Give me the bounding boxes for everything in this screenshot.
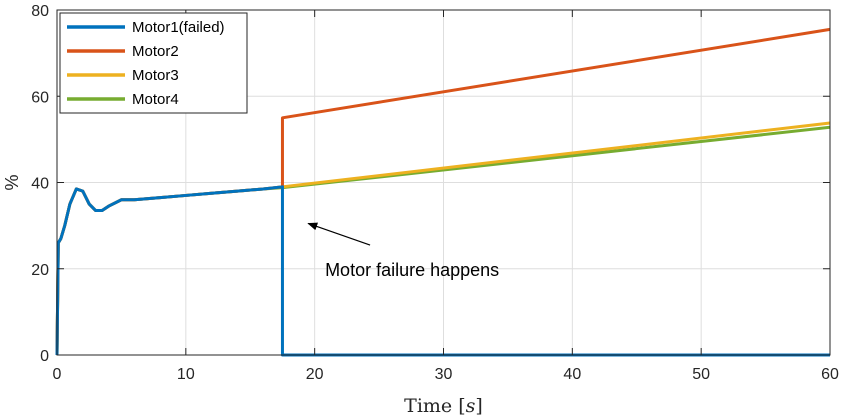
- x-axis-label-main: Time: [404, 395, 458, 417]
- y-tick-label: 80: [31, 3, 49, 20]
- x-tick-label: 50: [692, 366, 710, 383]
- legend-entry-label: Motor4: [132, 91, 179, 108]
- x-tick-label: 20: [306, 366, 324, 383]
- y-tick-label: 0: [40, 348, 49, 365]
- series-line-motor1-failed: [55, 185, 830, 357]
- y-tick-label: 60: [31, 89, 49, 106]
- legend: Motor1(failed) Motor2 Motor3 Motor4: [59, 12, 248, 114]
- legend-entry-label: Motor3: [132, 67, 179, 84]
- legend-entry-label: Motor2: [132, 43, 179, 60]
- x-tick-label: 40: [563, 366, 581, 383]
- x-axis-label: Time [s]: [404, 395, 483, 417]
- annotation-arrow: [307, 222, 371, 246]
- x-axis-label-bracket-left: [: [458, 395, 465, 417]
- annotation-layer: Motor failure happens: [307, 222, 499, 280]
- y-tick-label: 20: [31, 262, 49, 279]
- x-tick-label: 0: [53, 366, 62, 383]
- annotation-text: Motor failure happens: [325, 260, 499, 280]
- series-layer: [55, 27, 831, 357]
- grid: [57, 10, 830, 355]
- x-axis-label-unit: s: [466, 395, 476, 417]
- x-tick-label: 10: [177, 366, 195, 383]
- x-tick-label: 30: [435, 366, 453, 383]
- x-tick-label: 60: [821, 366, 839, 383]
- legend-entry-label: Motor1(failed): [132, 19, 225, 36]
- x-axis-label-bracket-right: ]: [475, 395, 482, 417]
- y-tick-label: 40: [31, 176, 49, 193]
- y-axis-label: %: [2, 174, 22, 190]
- legend-box: [59, 12, 248, 114]
- ticks: 0 10 20 30 40 50 60 0 20 40 60 80: [31, 3, 839, 383]
